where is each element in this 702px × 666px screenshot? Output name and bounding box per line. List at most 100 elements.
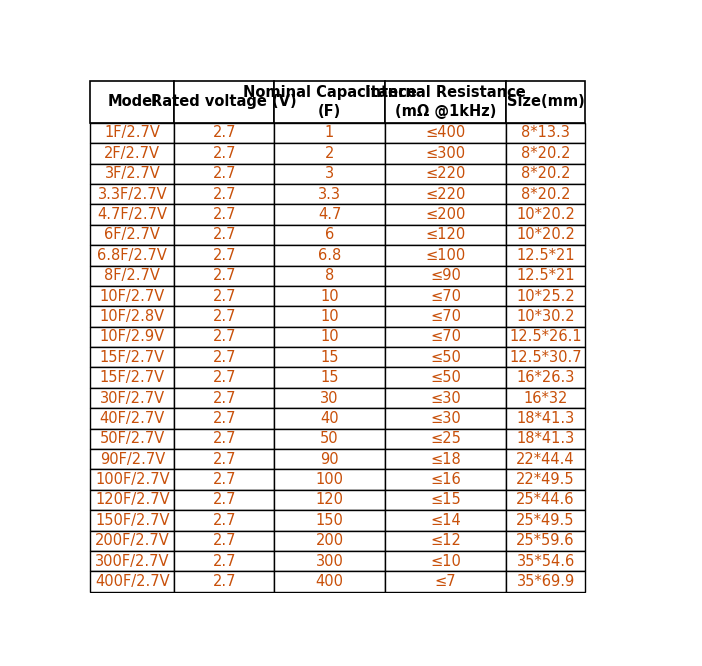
Text: ≤50: ≤50	[430, 350, 461, 365]
Bar	[174, 490, 274, 510]
Bar	[506, 326, 585, 347]
Bar	[91, 286, 174, 306]
Bar	[385, 347, 506, 368]
Text: 2.7: 2.7	[213, 309, 236, 324]
Bar	[91, 224, 174, 245]
Bar	[91, 429, 174, 449]
Bar	[274, 123, 385, 143]
Bar	[91, 490, 174, 510]
Bar	[385, 571, 506, 591]
Bar	[91, 449, 174, 470]
Bar	[91, 266, 174, 286]
Bar	[385, 184, 506, 204]
Bar	[385, 143, 506, 164]
Bar	[506, 429, 585, 449]
Text: 35*54.6: 35*54.6	[517, 553, 575, 569]
Bar	[506, 449, 585, 470]
Text: ≤12: ≤12	[430, 533, 461, 548]
Text: 2.7: 2.7	[213, 330, 236, 344]
Bar	[506, 245, 585, 266]
Bar	[385, 470, 506, 490]
Bar	[385, 490, 506, 510]
Text: 10F/2.7V: 10F/2.7V	[100, 288, 165, 304]
Text: ≤400: ≤400	[425, 125, 466, 141]
Bar	[506, 286, 585, 306]
Text: 12.5*26.1: 12.5*26.1	[510, 330, 582, 344]
Bar	[174, 429, 274, 449]
Text: 2.7: 2.7	[213, 492, 236, 507]
Bar	[274, 368, 385, 388]
Text: 10*30.2: 10*30.2	[516, 309, 575, 324]
Bar	[506, 224, 585, 245]
Text: 2F/2.7V: 2F/2.7V	[105, 146, 160, 161]
Text: 2.7: 2.7	[213, 553, 236, 569]
Bar	[174, 326, 274, 347]
Text: 2.7: 2.7	[213, 268, 236, 283]
Bar	[506, 470, 585, 490]
Bar	[91, 551, 174, 571]
Text: 8*20.2: 8*20.2	[521, 146, 570, 161]
Bar	[385, 368, 506, 388]
Text: 120F/2.7V: 120F/2.7V	[95, 492, 170, 507]
Bar	[274, 143, 385, 164]
Bar	[274, 204, 385, 224]
Bar	[174, 286, 274, 306]
Text: ≤70: ≤70	[430, 288, 461, 304]
Bar	[174, 408, 274, 429]
Text: ≤90: ≤90	[430, 268, 461, 283]
Text: 12.5*21: 12.5*21	[516, 248, 575, 263]
Text: 6.8: 6.8	[318, 248, 341, 263]
Text: 2.7: 2.7	[213, 533, 236, 548]
Text: ≤200: ≤200	[425, 207, 466, 222]
Bar	[385, 204, 506, 224]
Bar	[274, 531, 385, 551]
Bar	[174, 449, 274, 470]
Bar	[385, 531, 506, 551]
Text: Rated voltage (V): Rated voltage (V)	[152, 95, 297, 109]
Bar	[274, 571, 385, 591]
Text: 6.8F/2.7V: 6.8F/2.7V	[98, 248, 167, 263]
Bar	[91, 245, 174, 266]
Bar	[274, 266, 385, 286]
Bar	[506, 571, 585, 591]
Bar	[174, 347, 274, 368]
Bar	[91, 143, 174, 164]
Bar	[174, 388, 274, 408]
Text: 2.7: 2.7	[213, 390, 236, 406]
Text: 10: 10	[320, 288, 339, 304]
Bar	[174, 531, 274, 551]
Bar	[506, 551, 585, 571]
Text: 2.7: 2.7	[213, 227, 236, 242]
Text: Model: Model	[107, 95, 157, 109]
Text: 120: 120	[315, 492, 343, 507]
Text: 8F/2.7V: 8F/2.7V	[105, 268, 160, 283]
Text: ≤15: ≤15	[430, 492, 461, 507]
Bar	[385, 224, 506, 245]
Text: ≤14: ≤14	[430, 513, 461, 528]
Text: 300F/2.7V: 300F/2.7V	[95, 553, 170, 569]
Text: 25*59.6: 25*59.6	[517, 533, 575, 548]
Text: ≤18: ≤18	[430, 452, 461, 467]
Text: 30: 30	[320, 390, 339, 406]
Text: 90F/2.7V: 90F/2.7V	[100, 452, 165, 467]
Text: 22*49.5: 22*49.5	[516, 472, 575, 487]
Bar	[274, 429, 385, 449]
Text: 6F/2.7V: 6F/2.7V	[105, 227, 160, 242]
Text: ≤30: ≤30	[430, 390, 461, 406]
Text: 6: 6	[325, 227, 334, 242]
Bar	[385, 326, 506, 347]
Text: 25*44.6: 25*44.6	[517, 492, 575, 507]
Bar	[506, 408, 585, 429]
Bar	[174, 123, 274, 143]
Bar	[91, 184, 174, 204]
Bar	[274, 551, 385, 571]
Bar	[91, 306, 174, 326]
Bar	[174, 245, 274, 266]
Text: ≤25: ≤25	[430, 432, 461, 446]
Text: 2.7: 2.7	[213, 125, 236, 141]
Bar	[91, 470, 174, 490]
Text: Size(mm): Size(mm)	[507, 95, 585, 109]
Text: 2.7: 2.7	[213, 472, 236, 487]
Text: 10*20.2: 10*20.2	[516, 207, 575, 222]
Bar	[274, 224, 385, 245]
